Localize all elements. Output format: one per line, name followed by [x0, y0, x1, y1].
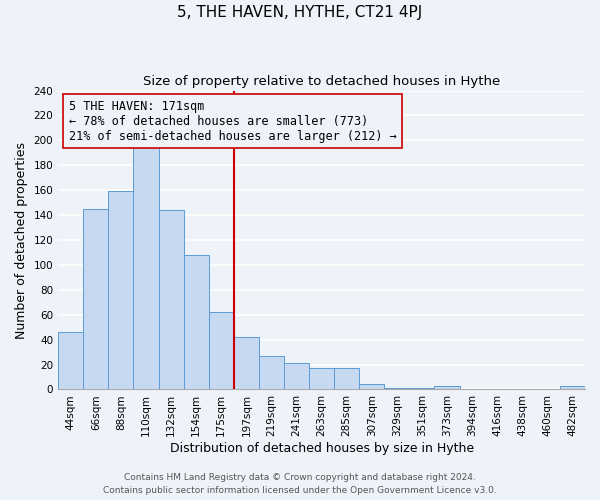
Bar	[284, 364, 309, 390]
Text: Contains HM Land Registry data © Crown copyright and database right 2024.
Contai: Contains HM Land Registry data © Crown c…	[103, 474, 497, 495]
Bar	[158, 210, 184, 390]
Bar	[259, 356, 284, 390]
Bar	[209, 312, 234, 390]
Title: Size of property relative to detached houses in Hythe: Size of property relative to detached ho…	[143, 75, 500, 88]
Bar	[334, 368, 359, 390]
Bar	[109, 192, 133, 390]
Bar	[409, 388, 434, 390]
Y-axis label: Number of detached properties: Number of detached properties	[15, 142, 28, 338]
Bar	[309, 368, 334, 390]
Bar	[234, 337, 259, 390]
Text: 5 THE HAVEN: 171sqm
← 78% of detached houses are smaller (773)
21% of semi-detac: 5 THE HAVEN: 171sqm ← 78% of detached ho…	[69, 100, 397, 142]
Bar	[58, 332, 83, 390]
Bar	[83, 209, 109, 390]
Bar	[434, 386, 460, 390]
Bar	[133, 139, 158, 390]
Bar	[184, 255, 209, 390]
X-axis label: Distribution of detached houses by size in Hythe: Distribution of detached houses by size …	[170, 442, 473, 455]
Bar	[385, 388, 409, 390]
Bar	[560, 386, 585, 390]
Bar	[359, 384, 385, 390]
Text: 5, THE HAVEN, HYTHE, CT21 4PJ: 5, THE HAVEN, HYTHE, CT21 4PJ	[178, 5, 422, 20]
